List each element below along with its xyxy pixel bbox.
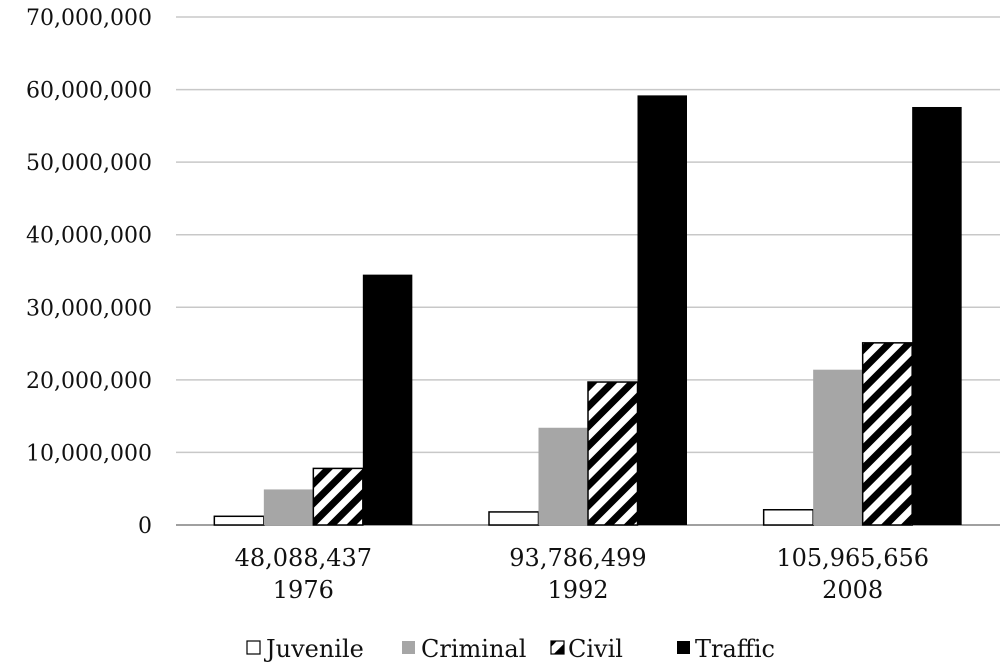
- gridlines: [176, 16, 1000, 526]
- category-label-total: 93,786,499: [509, 544, 646, 572]
- legend-swatch-juvenile: [246, 640, 261, 655]
- bar-criminal-1992: [538, 427, 588, 525]
- y-tick-label: 40,000,000: [26, 224, 152, 249]
- bar-traffic-1992: [637, 95, 687, 526]
- bar-civil-1992: [587, 381, 639, 526]
- bar-civil-2008: [861, 342, 913, 526]
- category-label-total: 105,965,656: [776, 544, 929, 572]
- y-axis-tick-labels: 0 10,000,000 20,000,000 30,000,000 40,000,00…: [26, 6, 152, 539]
- legend-swatch-traffic: [677, 641, 690, 654]
- y-tick-label: 10,000,000: [26, 441, 152, 466]
- legend-label-criminal: Criminal: [421, 635, 526, 663]
- category-label-total: 48,088,437: [235, 544, 372, 572]
- legend-swatch-civil: [550, 640, 565, 655]
- legend-label-civil: Civil: [568, 635, 623, 663]
- bar-criminal-1976: [263, 489, 314, 525]
- bars: [213, 95, 962, 526]
- y-tick-label: 60,000,000: [26, 79, 152, 104]
- bar-traffic-2008: [912, 106, 962, 525]
- bar-civil-1976: [312, 467, 364, 526]
- legend-label-traffic: Traffic: [695, 635, 775, 663]
- legend-label-juvenile: Juvenile: [263, 635, 364, 663]
- y-tick-label: 50,000,000: [26, 151, 152, 176]
- bar-juvenile-1976: [213, 515, 265, 526]
- y-tick-label: 20,000,000: [26, 369, 152, 394]
- bar-traffic-1976: [362, 274, 413, 525]
- bar-juvenile-1992: [488, 511, 540, 526]
- x-axis-category-labels: 48,088,437 1976 93,786,499 1992 105,965,656 2…: [235, 544, 929, 604]
- bar-juvenile-2008: [762, 509, 814, 526]
- legend-swatch-criminal: [402, 641, 415, 654]
- category-label-year: 1992: [547, 576, 608, 604]
- category-label-year: 2008: [822, 576, 883, 604]
- bar-criminal-2008: [813, 369, 863, 525]
- category-label-year: 1976: [273, 576, 334, 604]
- y-tick-label: 30,000,000: [26, 296, 152, 321]
- legend: Juvenile Criminal Civil Traffic: [246, 635, 775, 663]
- y-tick-label: 0: [138, 514, 152, 539]
- y-tick-label: 70,000,000: [26, 6, 152, 31]
